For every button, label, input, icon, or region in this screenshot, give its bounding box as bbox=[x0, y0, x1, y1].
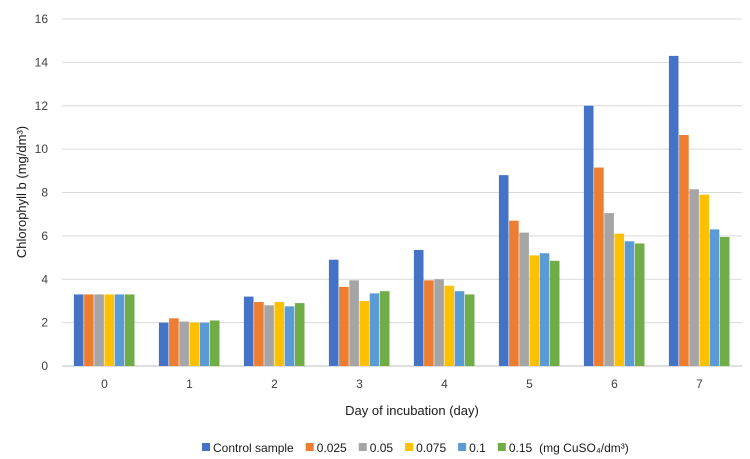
bar-control-sample-day-7 bbox=[668, 55, 679, 367]
bar-0-075-day-5 bbox=[529, 255, 540, 366]
bar-0-05-day-5 bbox=[519, 232, 529, 366]
bar-control-sample-day-6 bbox=[583, 105, 594, 366]
x-tick-label: 2 bbox=[271, 377, 278, 391]
bar-0-05-day-6 bbox=[604, 213, 614, 366]
bar-0-15-day-5 bbox=[549, 260, 560, 366]
legend-label: 0.15 bbox=[509, 441, 533, 455]
legend-unit-label: (mg CuSO₄/dm³) bbox=[539, 441, 629, 455]
bar-0-075-day-2 bbox=[274, 302, 285, 366]
bar-control-sample-day-5 bbox=[498, 175, 509, 366]
legend-label: 0.05 bbox=[370, 441, 394, 455]
bar-0-05-day-1 bbox=[179, 321, 189, 366]
bar-0-1-day-7 bbox=[709, 229, 720, 366]
legend-label: 0.075 bbox=[416, 441, 446, 455]
bar-0-075-day-4 bbox=[444, 285, 455, 366]
bar-0-025-day-6 bbox=[594, 167, 604, 366]
y-tick-label: 10 bbox=[35, 142, 49, 156]
x-tick-label: 6 bbox=[611, 377, 618, 391]
y-tick-label: 0 bbox=[41, 359, 48, 373]
bar-control-sample-day-4 bbox=[413, 249, 424, 366]
bars bbox=[73, 55, 730, 367]
bar-0-025-day-4 bbox=[424, 280, 434, 366]
legend-label: 0.025 bbox=[317, 441, 347, 455]
bar-0-025-day-0 bbox=[84, 294, 94, 366]
bar-0-1-day-3 bbox=[369, 293, 380, 366]
y-tick-label: 14 bbox=[35, 55, 49, 69]
legend-label: Control sample bbox=[213, 441, 294, 455]
bar-0-15-day-0 bbox=[124, 294, 135, 366]
bar-0-15-day-6 bbox=[634, 243, 645, 366]
bar-0-05-day-2 bbox=[264, 305, 274, 366]
bar-0-025-day-1 bbox=[169, 318, 179, 366]
bar-0-15-day-2 bbox=[294, 303, 305, 366]
bar-0-15-day-1 bbox=[209, 320, 220, 366]
x-tick-label: 4 bbox=[441, 377, 448, 391]
bar-control-sample-day-3 bbox=[328, 259, 339, 366]
legend-swatch bbox=[458, 443, 467, 451]
bar-0-025-day-2 bbox=[254, 302, 264, 366]
bar-control-sample-day-1 bbox=[158, 322, 169, 366]
legend-swatch bbox=[405, 443, 414, 451]
bar-0-075-day-0 bbox=[104, 294, 115, 366]
bar-0-1-day-0 bbox=[114, 294, 125, 366]
bar-control-sample-day-0 bbox=[73, 294, 84, 366]
y-tick-label: 8 bbox=[41, 186, 48, 200]
legend-label: 0.1 bbox=[469, 441, 486, 455]
bar-0-1-day-6 bbox=[624, 241, 635, 366]
bar-0-05-day-7 bbox=[689, 189, 699, 366]
bar-0-075-day-1 bbox=[189, 322, 200, 366]
x-tick-label: 1 bbox=[186, 377, 193, 391]
bar-0-15-day-4 bbox=[464, 294, 475, 366]
bar-0-1-day-2 bbox=[284, 306, 295, 366]
y-axis-title: Chlorophyll b (mg/dm³) bbox=[14, 126, 29, 258]
y-tick-label: 16 bbox=[35, 12, 49, 26]
x-tick-label: 7 bbox=[696, 377, 703, 391]
bar-0-025-day-7 bbox=[679, 135, 689, 366]
y-tick-label: 6 bbox=[41, 229, 48, 243]
bar-0-025-day-3 bbox=[339, 286, 349, 366]
bar-0-025-day-5 bbox=[509, 220, 519, 366]
bar-0-05-day-4 bbox=[434, 279, 444, 366]
legend-swatch bbox=[202, 443, 210, 451]
bar-0-1-day-4 bbox=[454, 291, 465, 366]
legend-swatch bbox=[497, 443, 506, 451]
bar-0-075-day-6 bbox=[614, 233, 625, 366]
bar-control-sample-day-2 bbox=[243, 296, 254, 366]
bar-0-1-day-1 bbox=[199, 322, 210, 366]
x-tick-label: 0 bbox=[101, 377, 108, 391]
bar-0-075-day-7 bbox=[699, 194, 710, 366]
bar-0-05-day-0 bbox=[94, 294, 104, 366]
bar-0-075-day-3 bbox=[359, 300, 370, 366]
x-tick-label: 5 bbox=[526, 377, 533, 391]
y-tick-label: 12 bbox=[35, 99, 49, 113]
legend-swatch bbox=[358, 443, 367, 451]
bar-0-15-day-3 bbox=[379, 291, 390, 366]
x-axis-ticks: 0 1 2 3 4 5 6 7 bbox=[101, 377, 703, 391]
x-tick-label: 3 bbox=[356, 377, 363, 391]
y-tick-label: 4 bbox=[41, 272, 48, 286]
y-axis-ticks: 0 2 4 6 8 10 12 14 16 bbox=[35, 12, 49, 373]
legend-swatch bbox=[305, 443, 314, 451]
y-tick-label: 2 bbox=[41, 316, 48, 330]
legend: Control sample 0.025 0.05 0.075 0.1 0.15 (mg C… bbox=[202, 441, 629, 455]
bar-0-15-day-7 bbox=[719, 236, 730, 366]
bar-0-05-day-3 bbox=[349, 280, 359, 366]
bar-0-1-day-5 bbox=[539, 253, 550, 366]
x-axis-title: Day of incubation (day) bbox=[345, 403, 479, 418]
